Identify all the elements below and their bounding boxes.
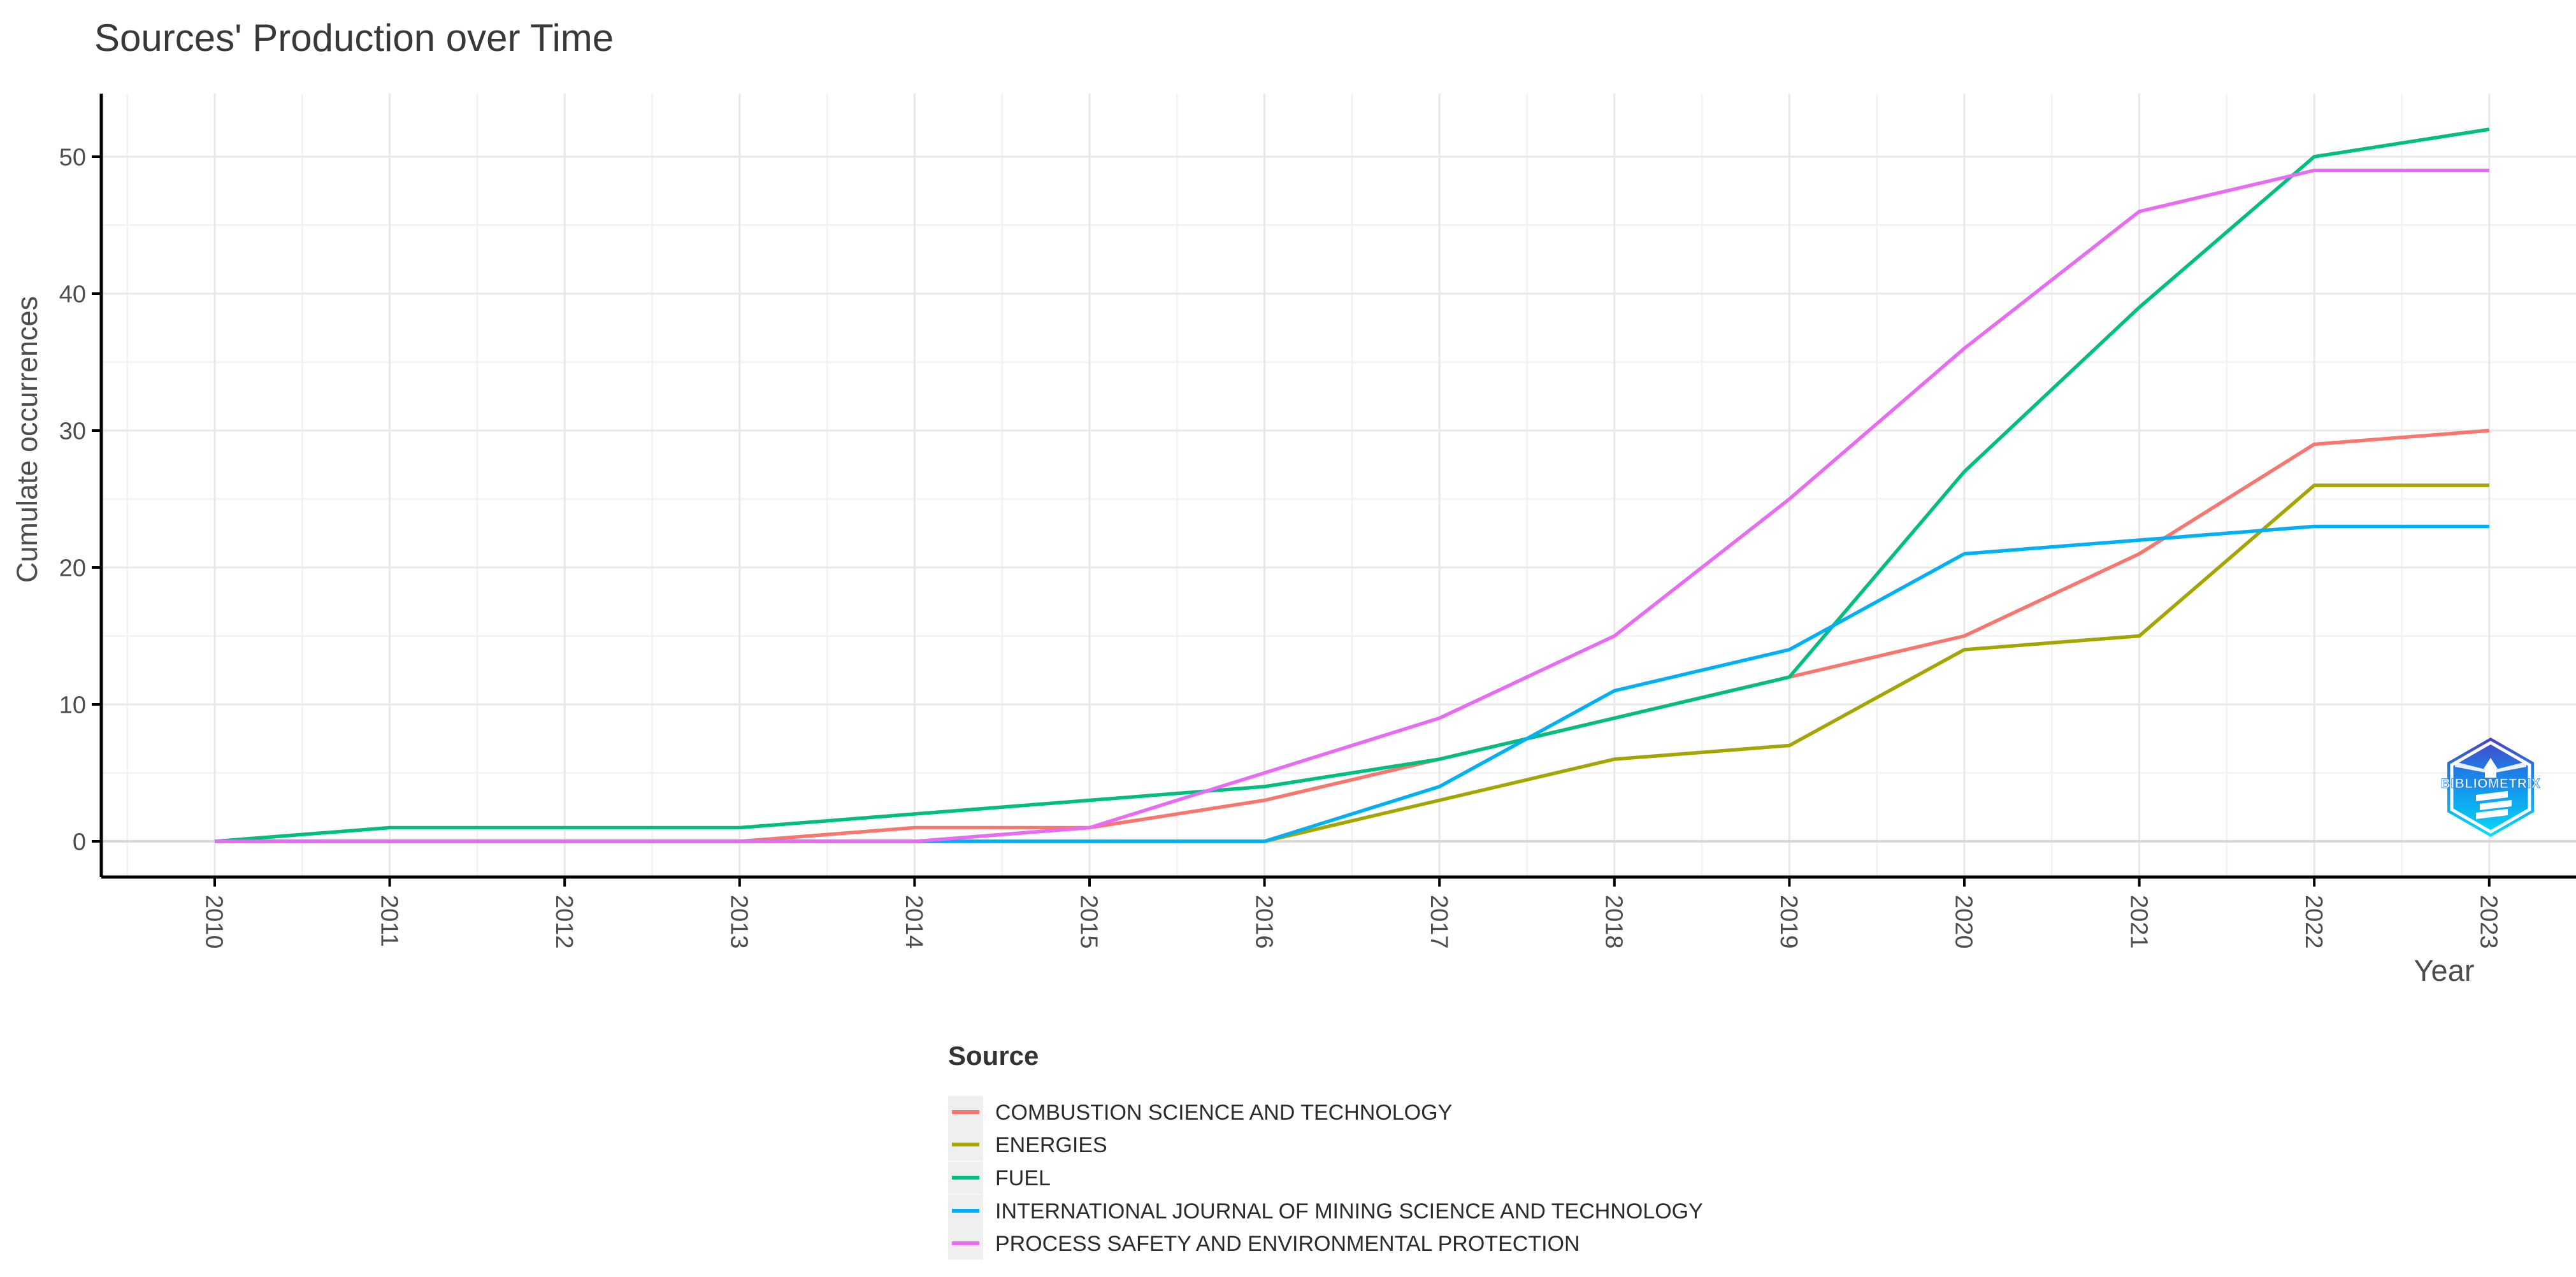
y-tick-label: 40 (59, 281, 86, 308)
logo-hexagon (2447, 738, 2534, 837)
y-tick-labels: 0 10 20 30 40 50 (59, 144, 86, 855)
x-tick-label: 2019 (1775, 895, 1802, 949)
bibliometrix-logo: BIBLIOMETRIX (2440, 738, 2541, 837)
chart-title: Sources' Production over Time (94, 17, 614, 59)
y-tick-label: 50 (59, 144, 86, 171)
data-series-lines (214, 127, 2490, 843)
x-tick-label: 2020 (1950, 895, 1977, 949)
logo-book-bar-2 (2480, 800, 2512, 810)
legend-item-label: PROCESS SAFETY AND ENVIRONMENTAL PROTECT… (995, 1232, 1580, 1256)
legend-item-label: COMBUSTION SCIENCE AND TECHNOLOGY (995, 1101, 1452, 1125)
x-tick-label: 2012 (550, 895, 577, 949)
legend-item-0: COMBUSTION SCIENCE AND TECHNOLOGY (948, 1095, 1452, 1129)
logo-lighthouse-tower (2485, 769, 2496, 778)
logo-book-bar-3 (2476, 809, 2508, 819)
y-axis-label: Cumulate occurrences (11, 296, 43, 583)
x-tick-label: 2021 (2125, 895, 2152, 949)
legend: Source COMBUSTION SCIENCE AND TECHNOLOGY… (948, 1041, 1703, 1260)
logo-book-bar-1 (2476, 791, 2508, 801)
x-tick-label: 2023 (2475, 895, 2502, 949)
y-tick-label: 30 (59, 418, 86, 445)
x-tick-labels: 2010 2011 2012 2013 2014 2015 2016 2017 2018 2019… (201, 895, 2502, 949)
legend-item-3: INTERNATIONAL JOURNAL OF MINING SCIENCE … (948, 1194, 1703, 1227)
logo-text: BIBLIOMETRIX (2441, 776, 2541, 791)
y-tick-label: 20 (59, 555, 86, 581)
x-tick-label: 2017 (1425, 895, 1452, 949)
x-tick-label: 2018 (1601, 895, 1627, 949)
legend-item-label: ENERGIES (995, 1133, 1107, 1157)
y-tick-label: 10 (59, 692, 86, 718)
x-tick-label: 2015 (1076, 895, 1102, 949)
series-line-2 (214, 127, 2490, 843)
legend-item-2: FUEL (948, 1161, 1051, 1194)
logo-lighthouse-dome (2484, 758, 2498, 769)
x-tick-label: 2022 (2300, 895, 2327, 949)
axis-lines-and-ticks (92, 94, 2576, 887)
legend-item-label: INTERNATIONAL JOURNAL OF MINING SCIENCE … (995, 1199, 1703, 1223)
x-tick-label: 2010 (201, 895, 227, 949)
legend-item-label: FUEL (995, 1166, 1051, 1190)
x-tick-label: 2016 (1250, 895, 1277, 949)
series-line-4 (215, 168, 2489, 843)
x-tick-label: 2011 (375, 895, 402, 947)
legend-item-1: ENERGIES (948, 1128, 1107, 1161)
x-tick-label: 2013 (726, 895, 752, 949)
legend-item-4: PROCESS SAFETY AND ENVIRONMENTAL PROTECT… (948, 1227, 1580, 1260)
x-tick-label: 2014 (900, 895, 927, 949)
x-axis-label: Year (2414, 953, 2475, 987)
logo-hexagon-inner-border (2450, 741, 2531, 834)
legend-title: Source (948, 1041, 1039, 1071)
logo-lighthouse-beam-right (2496, 762, 2526, 773)
y-tick-label: 0 (73, 829, 86, 855)
logo-lighthouse-beam-left (2455, 762, 2486, 773)
